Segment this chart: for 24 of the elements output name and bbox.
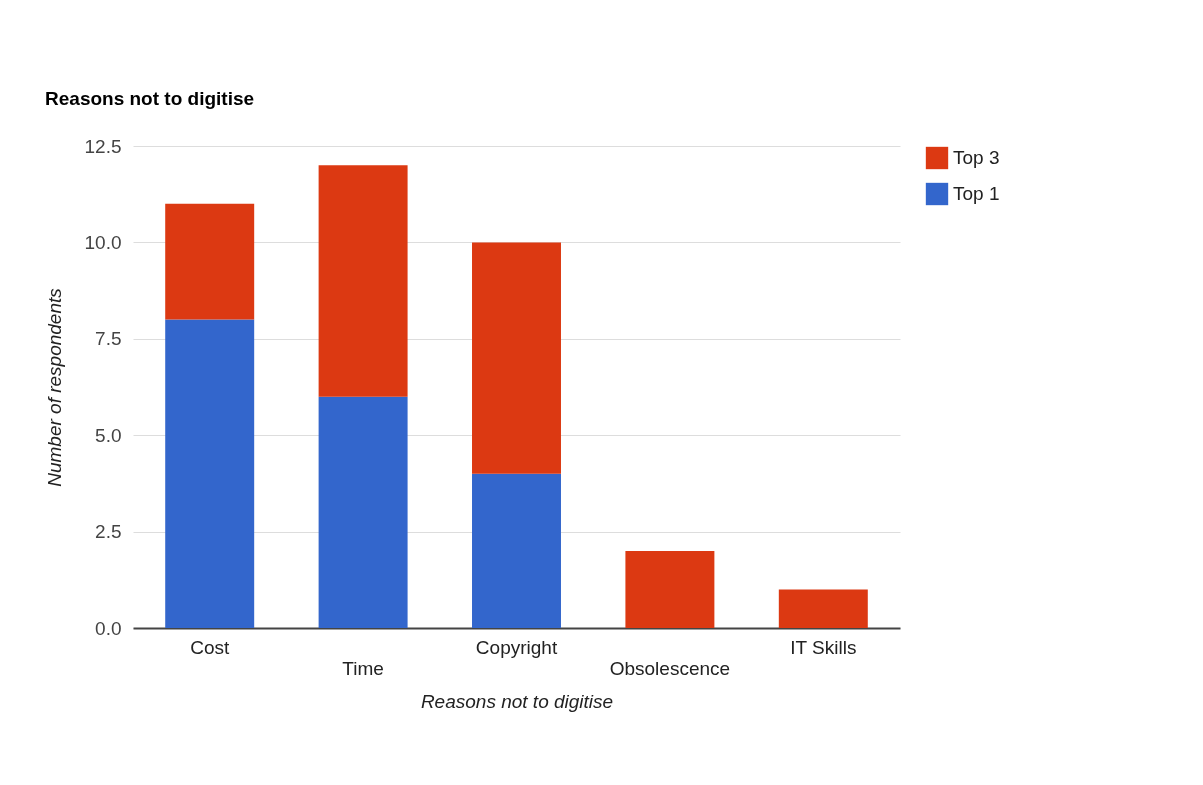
legend-label: Top 3 (953, 147, 1000, 168)
bar (165, 203, 255, 320)
y-axis-title: Number of respondents (43, 287, 65, 487)
bar (318, 165, 408, 397)
x-tick-label: Cost (190, 636, 230, 658)
x-tick-label: Obsolescence (609, 657, 731, 679)
bar (472, 473, 561, 628)
y-tick-label: 2.5 (95, 521, 122, 543)
y-tick-label: 7.5 (95, 328, 122, 350)
bar (318, 396, 408, 628)
y-tick-label: 5.0 (95, 424, 122, 446)
y-tick-label: 10.0 (84, 231, 122, 253)
bar (625, 550, 715, 628)
bar (165, 319, 255, 628)
legend-label: Top 1 (953, 183, 1000, 204)
x-axis-title: Reasons not to digitise (420, 690, 614, 712)
bar (778, 589, 868, 628)
y-tick-label: 12.5 (84, 135, 122, 157)
x-tick-label: Copyright (475, 636, 558, 658)
x-tick-label: Time (342, 657, 384, 679)
x-tick-label: IT Skills (790, 636, 857, 658)
bar (472, 242, 561, 474)
y-tick-label: 0.0 (95, 617, 122, 639)
chart-title: Reasons not to digitise (45, 88, 255, 109)
